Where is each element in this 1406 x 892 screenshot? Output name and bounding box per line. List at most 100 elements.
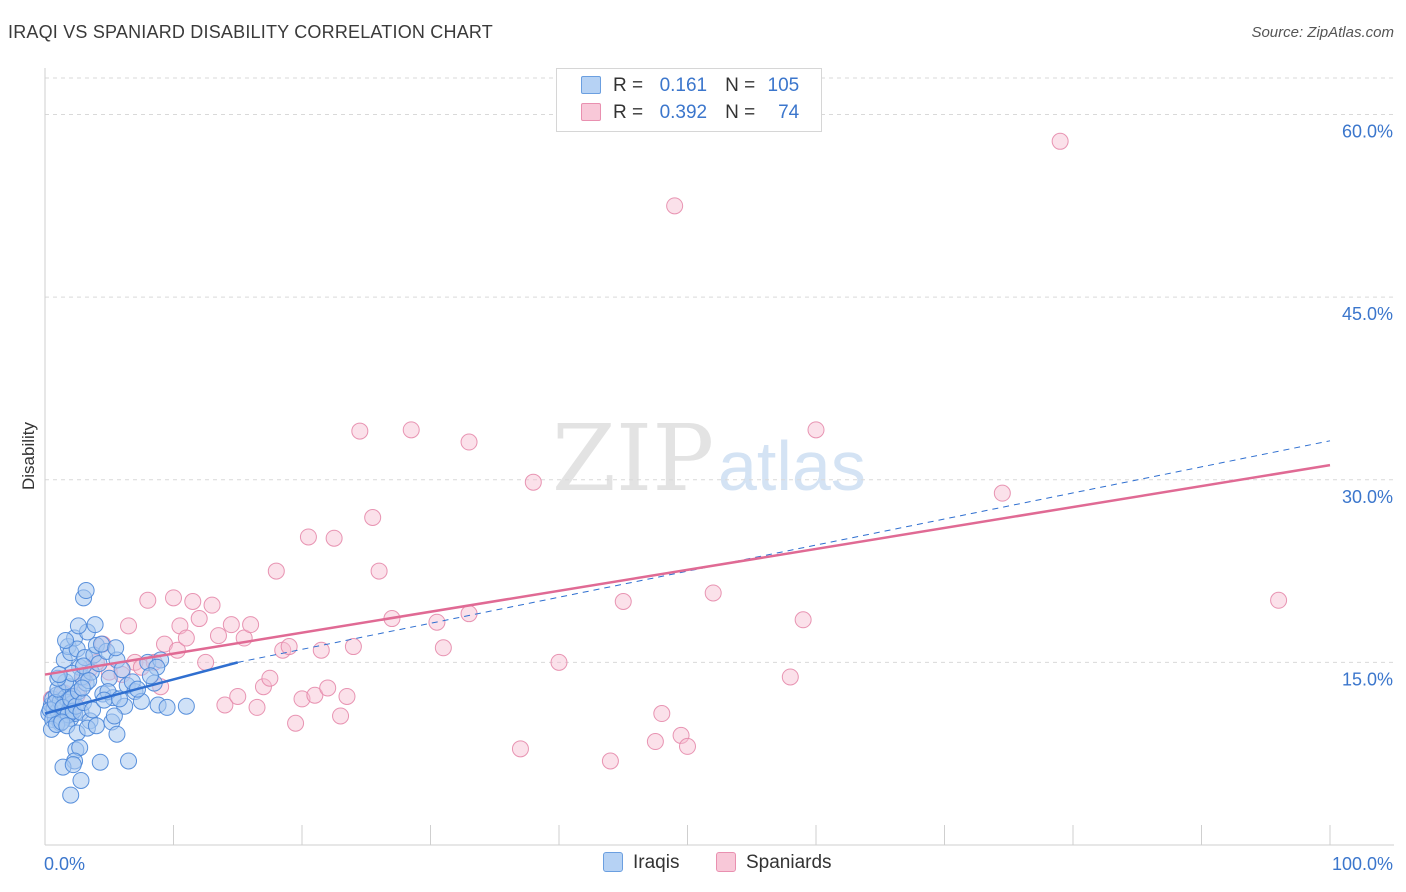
spaniard-point[interactable]	[993, 484, 1011, 502]
iraqi-point[interactable]	[87, 717, 105, 735]
spaniard-point[interactable]	[646, 733, 664, 751]
iraqi-point[interactable]	[73, 679, 91, 697]
spaniard-point[interactable]	[209, 627, 227, 645]
legend-n-label: N =	[725, 102, 756, 123]
spaniard-point[interactable]	[338, 687, 356, 705]
spaniard-point[interactable]	[325, 529, 343, 547]
spaniard-point[interactable]	[1051, 132, 1069, 150]
spaniard-point[interactable]	[177, 629, 195, 647]
iraqi-point[interactable]	[75, 657, 93, 675]
iraqi-point[interactable]	[107, 639, 125, 657]
legend-n-value: 105	[767, 75, 800, 96]
x-tick-label: 0.0%	[44, 854, 85, 874]
spaniard-point[interactable]	[1270, 591, 1288, 609]
spaniard-point[interactable]	[267, 562, 285, 580]
y-tick-label: 30.0%	[1342, 487, 1393, 507]
iraqi-point[interactable]	[91, 753, 109, 771]
spaniard-point[interactable]	[165, 589, 182, 607]
iraqi-point[interactable]	[72, 771, 90, 789]
spaniard-point[interactable]	[306, 686, 324, 704]
legend-r-label: R =	[613, 75, 644, 96]
spaniard-point[interactable]	[190, 610, 208, 628]
spaniard-point[interactable]	[351, 422, 369, 440]
spaniard-point[interactable]	[139, 591, 157, 609]
iraqi-point[interactable]	[64, 756, 82, 774]
spaniard-point[interactable]	[293, 690, 311, 708]
legend-item-spaniards[interactable]: Spaniards	[716, 852, 832, 874]
iraqi-point[interactable]	[120, 752, 138, 770]
spaniard-point[interactable]	[332, 707, 350, 725]
y-tick-label: 45.0%	[1342, 304, 1393, 324]
spaniard-point[interactable]	[550, 653, 568, 671]
spaniard-point[interactable]	[216, 696, 234, 714]
iraqi-point[interactable]	[57, 631, 75, 649]
spaniard-point[interactable]	[229, 687, 247, 705]
iraqi-point[interactable]	[69, 617, 87, 635]
legend-row-spaniards: R = 0.392 N = 74	[581, 102, 799, 124]
spaniard-point[interactable]	[203, 596, 221, 614]
y-tick-label: 15.0%	[1342, 669, 1393, 689]
iraqi-point[interactable]	[62, 786, 80, 804]
iraqi-point[interactable]	[158, 698, 176, 716]
spaniard-point[interactable]	[344, 638, 362, 656]
spaniard-point[interactable]	[364, 509, 382, 527]
spaniards-trend-line	[44, 463, 1331, 676]
spaniard-point[interactable]	[807, 421, 825, 439]
watermark: ZIP atlas	[552, 405, 866, 512]
iraqi-point[interactable]	[77, 582, 95, 600]
spaniard-point[interactable]	[242, 616, 260, 634]
spaniard-point[interactable]	[370, 562, 388, 580]
spaniard-point[interactable]	[511, 740, 529, 758]
legend-item-iraqis[interactable]: Iraqis	[603, 852, 679, 874]
legend-r-label: R =	[613, 102, 644, 123]
spaniard-point[interactable]	[524, 473, 542, 491]
x-tick-label: 100.0%	[1332, 854, 1393, 874]
legend-r-value: 0.161	[659, 75, 708, 96]
spaniards-swatch	[716, 852, 736, 872]
iraqi-point[interactable]	[105, 707, 123, 725]
gridlines	[45, 77, 1394, 663]
spaniard-point[interactable]	[319, 679, 337, 697]
spaniard-point[interactable]	[197, 653, 215, 671]
spaniard-point[interactable]	[614, 593, 632, 611]
spaniard-point[interactable]	[402, 421, 420, 439]
spaniard-point[interactable]	[261, 669, 279, 687]
iraqi-point[interactable]	[108, 725, 126, 743]
spaniard-point[interactable]	[254, 678, 272, 696]
spaniard-point[interactable]	[653, 705, 671, 723]
legend-n-value: 74	[778, 102, 800, 123]
spaniard-point[interactable]	[120, 617, 138, 635]
spaniard-point[interactable]	[299, 528, 317, 546]
iraqis-trend-line	[44, 661, 239, 715]
iraqi-point[interactable]	[141, 667, 159, 685]
watermark-zip: ZIP	[552, 405, 714, 512]
y-tick-label: 60.0%	[1342, 122, 1393, 142]
bottom-legend: Iraqis Spaniards	[0, 852, 1406, 876]
iraqi-point[interactable]	[93, 635, 111, 653]
spaniard-point[interactable]	[184, 593, 202, 611]
legend-label-iraqis: Iraqis	[633, 852, 680, 873]
tick-labels: 15.0% 30.0% 45.0% 60.0% 0.0% 100.0%	[44, 122, 1393, 874]
spaniard-point[interactable]	[672, 726, 690, 744]
spaniard-point[interactable]	[704, 584, 722, 602]
spaniard-point[interactable]	[460, 433, 478, 451]
iraqis-swatch	[581, 76, 601, 94]
stats-legend: R = 0.161 N = 105 R = 0.392 N = 74	[556, 68, 822, 132]
spaniard-point[interactable]	[287, 714, 305, 732]
spaniard-point[interactable]	[781, 668, 799, 686]
iraqi-point[interactable]	[50, 666, 68, 684]
spaniard-point[interactable]	[280, 638, 298, 656]
spaniard-point[interactable]	[460, 605, 478, 623]
spaniard-point[interactable]	[679, 737, 696, 755]
iraqi-point[interactable]	[86, 616, 104, 634]
iraqis-swatch	[603, 852, 623, 872]
spaniard-point[interactable]	[601, 752, 619, 770]
spaniard-point[interactable]	[666, 197, 684, 215]
spaniard-point[interactable]	[794, 611, 812, 629]
spaniard-point[interactable]	[248, 698, 266, 716]
spaniard-point[interactable]	[434, 639, 452, 657]
y-axis-title: Disability	[19, 421, 38, 490]
iraqi-point[interactable]	[177, 697, 195, 715]
spaniard-point[interactable]	[222, 616, 240, 634]
